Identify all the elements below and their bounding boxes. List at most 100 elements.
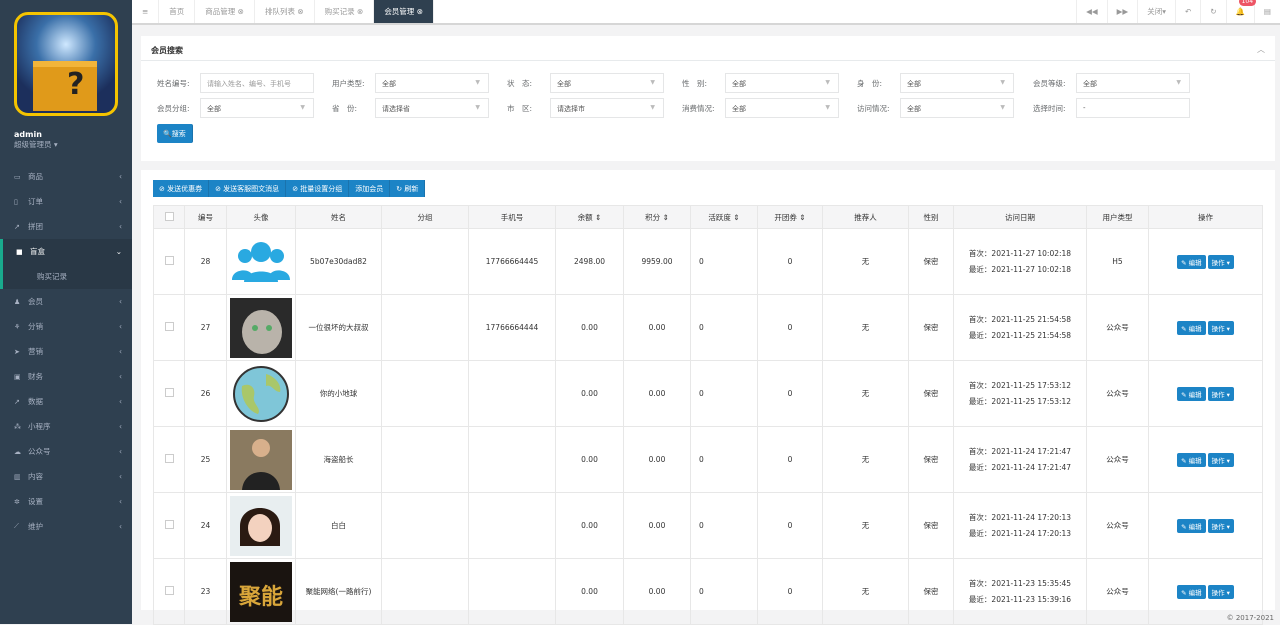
search-field-2[interactable]: 全部 ▼ (550, 73, 664, 93)
sidebar-item-label: 公众号 (28, 447, 51, 456)
tab-3[interactable]: 购买记录 ⊗ (315, 0, 375, 23)
back-icon[interactable]: ↶ (1174, 0, 1200, 23)
row-checkbox[interactable] (164, 388, 174, 397)
search-field-8[interactable]: 请选择市 ▼ (550, 98, 664, 118)
refresh-icon[interactable]: ↻ (1200, 0, 1225, 23)
column-header[interactable]: 积分 ⇕ (623, 205, 691, 229)
sidebar-item-5[interactable]: ⚘ 分销 ‹ (0, 314, 132, 339)
action-button-0[interactable]: ⊘ 发送优惠券 (153, 180, 210, 197)
search-field-10[interactable]: 全部 ▼ (900, 98, 1014, 118)
row-checkbox[interactable] (164, 520, 174, 529)
operation-dropdown[interactable]: 操作 ▾ (1207, 386, 1234, 401)
action-button-4[interactable]: ↻ 刷新 (390, 180, 426, 197)
search-field-0[interactable]: 请输入姓名、编号、手机号 (200, 73, 314, 93)
users-icon (226, 228, 296, 295)
sidebar-item-13[interactable]: ⟋ 维护 ‹ (0, 514, 132, 539)
sidebar-item-2[interactable]: ↗ 拼团 ‹ (0, 214, 132, 239)
search-field-11[interactable]: - (1076, 98, 1190, 118)
sidebar-subitem-purchase-records[interactable]: 购买记录 (0, 264, 132, 289)
scroll-left-icon[interactable]: ◀◀ (1076, 0, 1107, 23)
last-visit: 最近：2021-11-24 17:20:13 (968, 528, 1072, 538)
fullscreen-icon[interactable]: ▤ (1253, 0, 1280, 23)
search-field-3[interactable]: 全部 ▼ (725, 73, 839, 93)
row-checkbox[interactable] (164, 586, 174, 595)
search-field-7[interactable]: 请选择省 ▼ (375, 98, 489, 118)
notification-badge: 104 (1238, 0, 1257, 6)
search-button-label: 搜索 (171, 129, 186, 138)
cell-activity: 0 (690, 294, 758, 361)
user-role[interactable]: 超级管理员 ▾ (14, 140, 58, 149)
operation-dropdown[interactable]: 操作 ▾ (1207, 518, 1234, 533)
column-header[interactable]: 活跃度 ⇕ (690, 205, 758, 229)
sidebar-item-7[interactable]: ▣ 财务 ‹ (0, 364, 132, 389)
field-label: 消费情况: (682, 104, 715, 113)
edit-button[interactable]: ✎ 编辑 (1177, 320, 1206, 335)
tab-4[interactable]: 会员管理 ⊗ (374, 0, 434, 23)
chevron-left-icon: ‹ (119, 422, 122, 431)
edit-button[interactable]: ✎ 编辑 (1177, 452, 1206, 467)
select-all-checkbox[interactable] (164, 211, 174, 221)
cell-gender: 保密 (908, 360, 954, 427)
sidebar-item-6[interactable]: ➤ 营销 ‹ (0, 339, 132, 364)
edit-button[interactable]: ✎ 编辑 (1177, 386, 1206, 401)
search-button[interactable]: 🔍 搜索 (157, 124, 193, 143)
gear-icon: ✲ (14, 497, 20, 506)
chevron-left-icon: ‹ (119, 172, 122, 181)
search-field-5[interactable]: 全部 ▼ (1076, 73, 1190, 93)
sidebar-item-12[interactable]: ✲ 设置 ‹ (0, 489, 132, 514)
cell-gender: 保密 (908, 228, 954, 295)
user-info[interactable]: admin 超级管理员 ▾ (14, 130, 58, 150)
sidebar-item-0[interactable]: ▭ 商品 ‹ (0, 164, 132, 189)
sidebar-item-9[interactable]: ⁂ 小程序 ‹ (0, 414, 132, 439)
row-checkbox[interactable] (164, 322, 174, 331)
column-header[interactable]: 余额 ⇕ (555, 205, 624, 229)
close-tabs-button[interactable]: 关闭▾ (1137, 0, 1175, 23)
column-header[interactable]: 开团券 ⇕ (757, 205, 823, 229)
field-value: 全部 (382, 80, 396, 88)
sidebar-item-10[interactable]: ☁ 公众号 ‹ (0, 439, 132, 464)
tab-2[interactable]: 排队列表 ⊗ (255, 0, 315, 23)
row-checkbox[interactable] (164, 454, 174, 463)
money-icon: ▣ (14, 372, 21, 381)
sidebar-item-11[interactable]: ▥ 内容 ‹ (0, 464, 132, 489)
sidebar-item-4[interactable]: ♟ 会员 ‹ (0, 289, 132, 314)
row-checkbox[interactable] (164, 256, 174, 265)
table-row: 27 一位很坏的大叔叔 17766664444 0.00 0.00 0 0 无保密 首次：202… (153, 294, 1263, 361)
operation-dropdown[interactable]: 操作 ▾ (1207, 584, 1234, 599)
field-label: 选择时间: (1033, 104, 1066, 113)
tab-0[interactable]: 首页 (159, 0, 196, 23)
svg-text:聚能: 聚能 (238, 584, 283, 610)
chevron-left-icon: ‹ (119, 322, 122, 331)
collapse-icon[interactable]: ︿ (1257, 45, 1265, 54)
search-field-6[interactable]: 全部 ▼ (200, 98, 314, 118)
action-button-3[interactable]: 添加会员 (349, 180, 391, 197)
action-button-2[interactable]: ⊘ 批量设置分组 (286, 180, 350, 197)
header-label: 推荐人 (854, 212, 877, 222)
bell-icon[interactable]: 🔔 104 (1225, 0, 1257, 23)
search-field-4[interactable]: 全部 ▼ (900, 73, 1014, 93)
chevron-left-icon: ‹ (119, 372, 122, 381)
column-header[interactable] (153, 205, 185, 229)
operation-dropdown[interactable]: 操作 ▾ (1207, 320, 1234, 335)
edit-button[interactable]: ✎ 编辑 (1177, 254, 1206, 269)
member-table-panel: ⊘ 发送优惠券 ⊘ 发送客服图文消息 ⊘ 批量设置分组 添加会员 ↻ 刷新 编号 头像 姓名… (141, 170, 1275, 625)
paper-plane-icon: ➤ (14, 347, 20, 356)
sidebar-item-8[interactable]: ↗ 数据 ‹ (0, 389, 132, 414)
operation-dropdown[interactable]: 操作 ▾ (1207, 452, 1234, 467)
search-field-1[interactable]: 全部 ▼ (375, 73, 489, 93)
edit-button[interactable]: ✎ 编辑 (1177, 518, 1206, 533)
sidebar-item-1[interactable]: ▯ 订单 ‹ (0, 189, 132, 214)
field-value: 请选择市 (557, 105, 585, 113)
scroll-right-icon[interactable]: ▶▶ (1106, 0, 1138, 23)
sidebar-item-3[interactable]: ■ 盲盒 ⌄ (0, 239, 132, 264)
menu-toggle-icon[interactable]: ≡ (132, 0, 160, 23)
cell-referrer: 无 (822, 360, 909, 427)
cell-points: 0.00 (623, 558, 691, 625)
search-field-9[interactable]: 全部 ▼ (725, 98, 839, 118)
header-label: 操作 (1198, 212, 1213, 222)
action-button-1[interactable]: ⊘ 发送客服图文消息 (209, 180, 287, 197)
caret-down-icon: ▼ (825, 79, 830, 86)
operation-dropdown[interactable]: 操作 ▾ (1207, 254, 1234, 269)
tab-1[interactable]: 商品管理 ⊗ (195, 0, 255, 23)
edit-button[interactable]: ✎ 编辑 (1177, 584, 1206, 599)
